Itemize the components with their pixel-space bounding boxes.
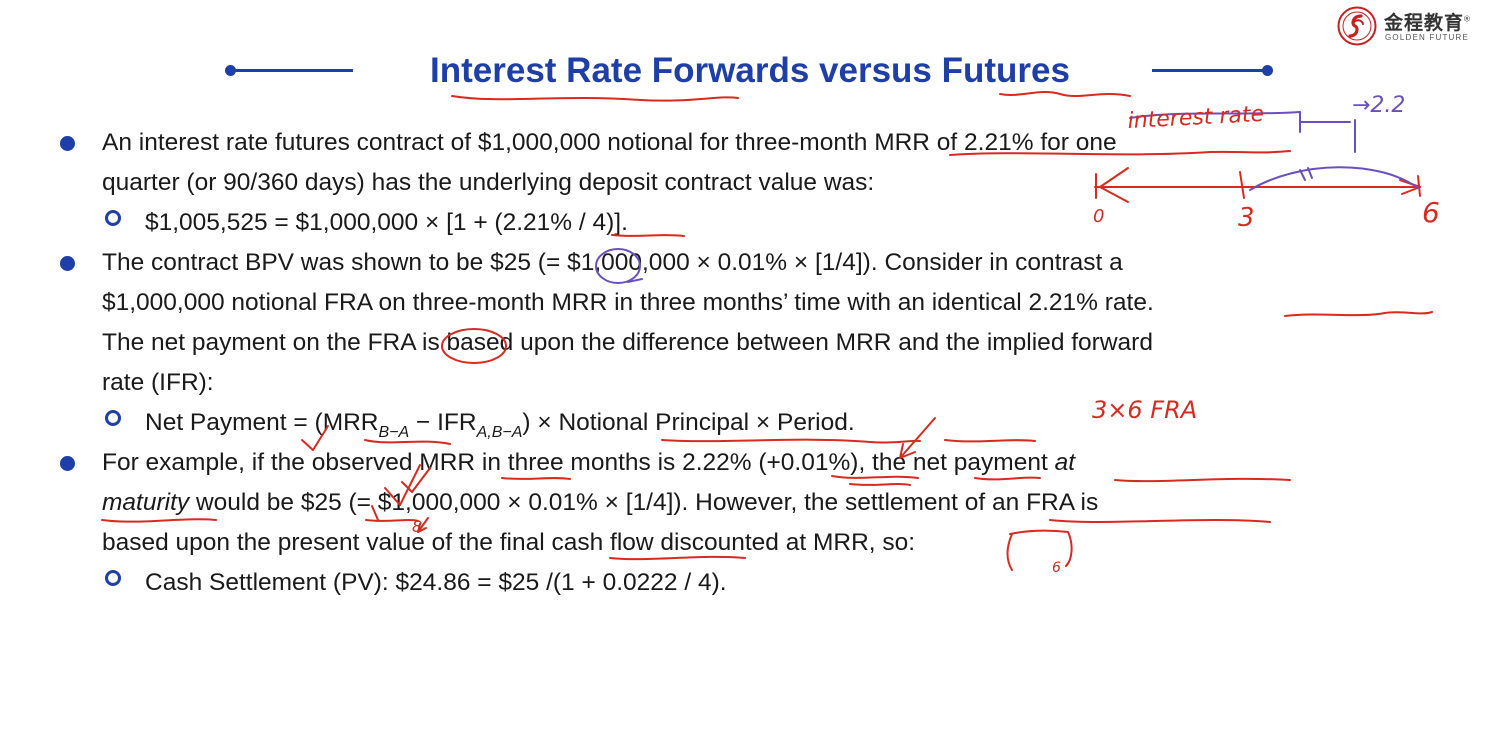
sub-bullet-1 <box>105 210 121 226</box>
title-right-rule <box>1152 69 1266 72</box>
timeline-diagram <box>1094 167 1421 203</box>
p3-line-2: maturity would be $25 (= $1,000,000 × 0.… <box>102 489 1099 516</box>
sub-bullet-2 <box>105 410 121 426</box>
title-futures-underline <box>999 91 1131 97</box>
hw-interest-rate: interest rate <box>1127 102 1265 134</box>
rate-bracket <box>1299 111 1351 133</box>
p2-net-payment-formula: Net Payment = (MRRB−A − IFRA,B−A) × Noti… <box>145 409 855 441</box>
title-right-dot <box>1262 65 1273 76</box>
p3-line-3: based upon the present value of the fina… <box>102 529 916 556</box>
hw-fra-label: 3×6 FRA <box>1092 396 1197 424</box>
left-arrowhead <box>1099 167 1129 203</box>
net-payment-underline <box>1114 477 1291 483</box>
mrr-underline <box>501 477 571 480</box>
logo-english-name: GOLDEN FUTURE <box>1385 33 1470 42</box>
rate-221-underline <box>1284 311 1433 317</box>
bullet-1 <box>60 136 75 151</box>
p3-cash-settlement-formula: Cash Settlement (PV): $24.86 = $25 /(1 +… <box>145 569 727 596</box>
p2-line-2: $1,000,000 notional FRA on three-month M… <box>102 289 1154 316</box>
p2-line-1: The contract BPV was shown to be $25 (= … <box>102 249 1123 276</box>
p3-line-1: For example, if the observed MRR in thre… <box>102 449 1075 476</box>
hw-t3: 3 <box>1238 203 1255 233</box>
hw-small-mark: 6 <box>1052 560 1061 576</box>
p2-line-3: The net payment on the FRA is based upon… <box>102 329 1153 356</box>
interest-rate-underline <box>1129 111 1301 119</box>
p1-line-1: An interest rate futures contract of $1,… <box>102 129 1117 156</box>
tick-6 <box>1417 175 1421 197</box>
subscript-b-a: B−A <box>378 424 410 441</box>
slide-title: Interest Rate Forwards versus Futures <box>430 51 1070 90</box>
title-left-rule <box>230 69 353 72</box>
settlement-underline <box>1049 519 1271 523</box>
hw-arrow-note: →2.2 <box>1352 93 1405 118</box>
bullet-3 <box>60 456 75 471</box>
subscript-a-ba: A,B−A <box>476 424 523 441</box>
period-underline <box>944 439 1036 443</box>
forward-period-arc <box>1129 111 1419 191</box>
bullet-2 <box>60 256 75 271</box>
title-interest-underline <box>451 95 739 102</box>
p2-line-4: rate (IFR): <box>102 369 214 396</box>
p1-line-2: quarter (or 90/360 days) has the underly… <box>102 169 875 196</box>
hw-t0: 0 <box>1093 206 1104 227</box>
maturity-underline <box>101 518 217 523</box>
p1-formula: $1,005,525 = $1,000,000 × [1 + (2.21% / … <box>145 209 628 236</box>
hw-t6: 6 <box>1422 196 1440 229</box>
mrr-bracket <box>1006 529 1073 571</box>
logo-chinese-name: 金程教育® <box>1384 13 1471 34</box>
right-arrowhead <box>1399 179 1421 195</box>
tick-3 <box>1239 171 1245 199</box>
brand-logo: 金程教育® GOLDEN FUTURE <box>1337 6 1483 46</box>
sub-bullet-3 <box>105 570 121 586</box>
dollar-25-underline <box>365 519 419 522</box>
logo-seal-icon <box>1337 6 1377 46</box>
